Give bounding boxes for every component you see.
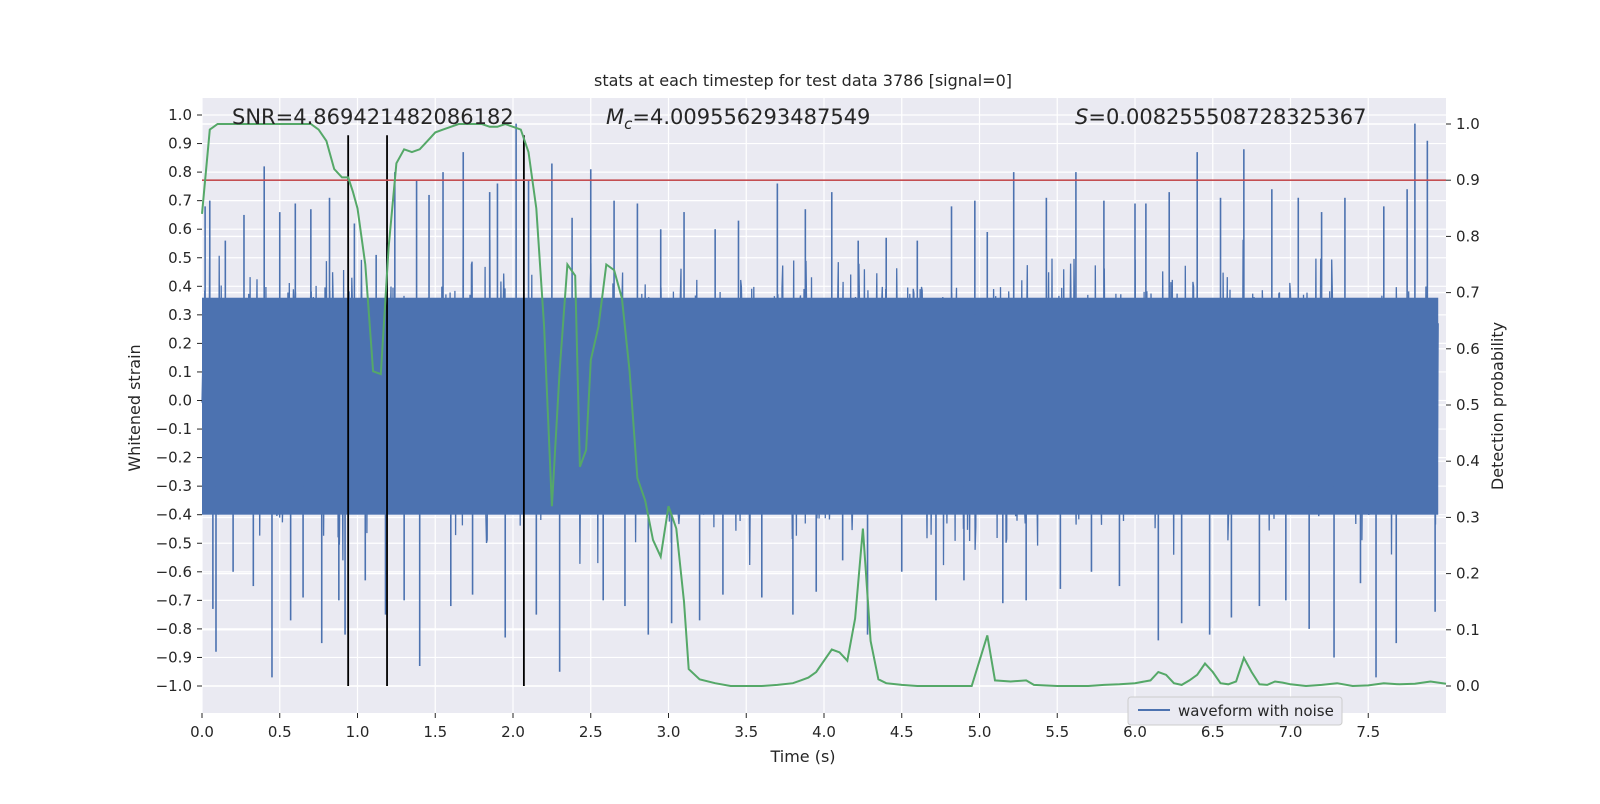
x-tick-label: 2.0 — [501, 723, 525, 741]
x-tick-label: 3.5 — [734, 723, 758, 741]
y-right-tick-label: 0.7 — [1456, 284, 1480, 302]
y-right-tick-label: 1.0 — [1456, 115, 1480, 133]
legend: waveform with noise — [1127, 696, 1343, 726]
y-right-tick-label: 0.6 — [1456, 340, 1480, 358]
y-right-axis-ticks: 1.0 0.9 0.8 0.7 0.6 0.5 0.4 0.3 0.2 0.1 0.0 — [1446, 115, 1480, 695]
y-left-tick-label: −0.8 — [156, 620, 192, 638]
x-tick-label: 3.0 — [657, 723, 681, 741]
y-left-tick-label: −0.2 — [156, 449, 192, 467]
x-axis-label: Time (s) — [769, 747, 835, 766]
y-right-tick-label: 0.9 — [1456, 171, 1480, 189]
vertical-markers — [347, 135, 525, 686]
y-left-tick-label: −0.1 — [156, 420, 192, 438]
snr-annotation: SNR=4.869421482086182 — [232, 105, 514, 129]
x-tick-label: 0.0 — [190, 723, 214, 741]
y-left-tick-label: 0.8 — [168, 163, 192, 181]
x-tick-label: 1.0 — [346, 723, 370, 741]
waveform-band — [202, 297, 1439, 515]
x-tick-label: 4.0 — [812, 723, 836, 741]
y-right-tick-label: 0.5 — [1456, 396, 1480, 414]
y-right-tick-label: 0.1 — [1456, 621, 1480, 639]
legend-label: waveform with noise — [1178, 702, 1334, 720]
y-left-tick-label: 0.1 — [168, 363, 192, 381]
x-tick-label: 1.5 — [423, 723, 447, 741]
probability-line — [201, 122, 1447, 688]
y-left-tick-label: 0.0 — [168, 392, 192, 410]
x-tick-label: 5.0 — [968, 723, 992, 741]
x-tick-label: 7.5 — [1356, 723, 1380, 741]
y-left-axis-ticks: 1.0 0.9 0.8 0.7 0.6 0.5 0.4 0.3 0.2 0.1 0.0 −0.1 −0.… — [156, 106, 202, 695]
x-tick-label: 5.5 — [1045, 723, 1069, 741]
x-tick-label: 7.0 — [1279, 723, 1303, 741]
y-right-tick-label: 0.4 — [1456, 452, 1480, 470]
waveform-series — [201, 123, 1439, 678]
y-left-tick-label: −1.0 — [156, 677, 192, 695]
probability-series — [201, 122, 1447, 688]
chirp-mass-annotation: Mc=4.009556293487549 — [606, 105, 870, 133]
x-tick-label: 0.5 — [268, 723, 292, 741]
y-left-tick-label: −0.7 — [156, 591, 192, 609]
chart-title: stats at each timestep for test data 378… — [594, 71, 1012, 90]
x-axis-ticks: 0.0 0.5 1.0 1.5 2.0 2.5 3.0 3.5 4.0 4.5 5.0 5.5 6.0 6… — [190, 713, 1380, 741]
y-left-tick-label: 0.7 — [168, 192, 192, 210]
y-left-tick-label: −0.9 — [156, 648, 192, 666]
y-left-tick-label: −0.5 — [156, 534, 192, 552]
x-tick-label: 4.5 — [890, 723, 914, 741]
y-left-tick-label: −0.4 — [156, 506, 192, 524]
y-right-tick-label: 0.0 — [1456, 677, 1480, 695]
x-tick-label: 2.5 — [579, 723, 603, 741]
y-left-tick-label: −0.6 — [156, 563, 192, 581]
y-left-tick-label: −0.3 — [156, 477, 192, 495]
y-left-tick-label: 0.2 — [168, 334, 192, 352]
s-annotation: S=0.008255508728325367 — [1075, 105, 1366, 129]
y-left-tick-label: 0.6 — [168, 220, 192, 238]
y-right-tick-label: 0.3 — [1456, 508, 1480, 526]
legend-box — [1127, 696, 1343, 726]
x-tick-label: 6.5 — [1201, 723, 1225, 741]
y-left-tick-label: 0.5 — [168, 249, 192, 267]
y-left-tick-label: 0.3 — [168, 306, 192, 324]
y-left-tick-label: 0.9 — [168, 135, 192, 153]
x-tick-label: 6.0 — [1123, 723, 1147, 741]
y-right-tick-label: 0.8 — [1456, 227, 1480, 245]
y-left-tick-label: 1.0 — [168, 106, 192, 124]
y-right-axis-label: Detection probability — [1488, 322, 1507, 490]
y-left-axis-label: Whitened strain — [125, 344, 144, 471]
y-left-tick-label: 0.4 — [168, 277, 192, 295]
y-right-tick-label: 0.2 — [1456, 565, 1480, 583]
